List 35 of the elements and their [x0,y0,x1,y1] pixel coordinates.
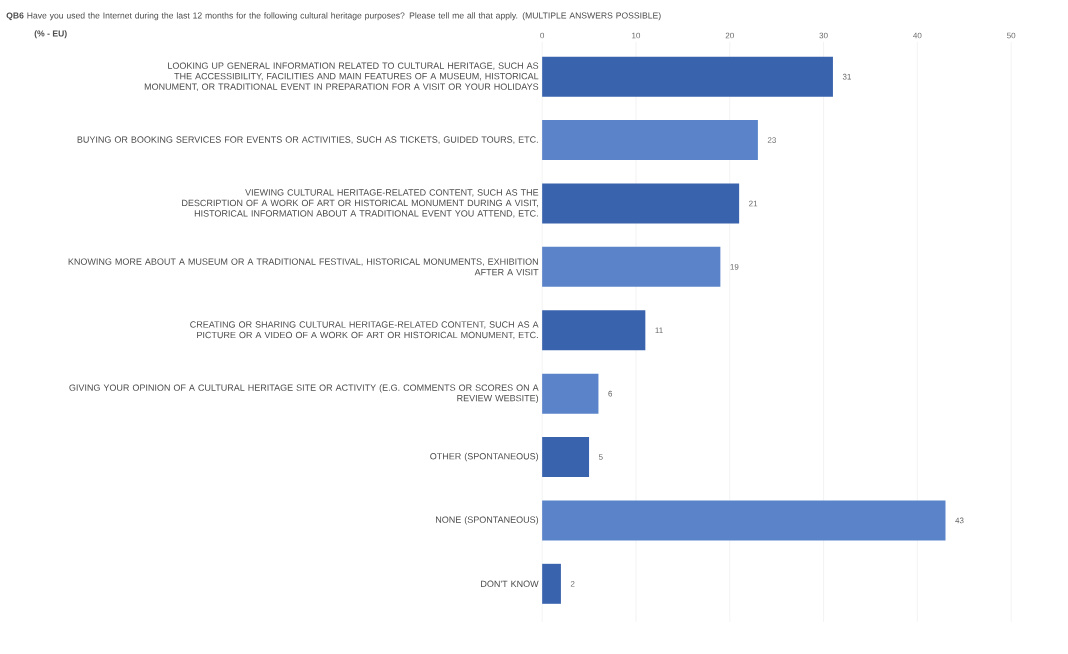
y-tick-label: OTHER (SPONTANEOUS) [430,452,539,462]
bar [542,500,946,541]
data-label: 21 [749,200,758,207]
bar [542,373,599,414]
bar [542,56,833,97]
x-tick-label: 40 [913,32,922,39]
x-tick-label: 30 [819,32,828,39]
data-label: 19 [730,264,739,270]
x-tick-label: 10 [632,32,641,39]
data-label: 11 [655,327,663,334]
bar [542,563,561,604]
text: QB6 Have you used the Internet during the last 12 months for the following cultural heritage purposes? Please tell me all that apply. (MULTIPLE ANSWERS POSSIBLE) [6,12,661,21]
text: (% - EU) [34,30,67,39]
x-tick-label: 20 [725,32,734,39]
y-tick-label: NONE (SPONTANEOUS) [436,516,539,525]
y-tick-label: KNOWING MORE ABOUT A MUSEUM OR A TRADITIONAL FESTIVAL, HISTORICAL MONUMENTS, EXHIBITION AFTER A VISIT [68,258,539,276]
y-tick-label: CREATING OR SHARING CULTURAL HERITAGE-RELATED CONTENT, SUCH AS A PICTURE OR A VIDEO OF A WORK OF ART OR HISTORICAL MONUMENT, ETC. [190,321,539,340]
bar [542,437,590,478]
data-label: 43 [955,517,964,524]
y-tick-label: VIEWING CULTURAL HERITAGE-RELATED CONTENT, SUCH AS THE DESCRIPTION OF A WORK OF ART OR HISTORICAL MONUMENT DURING A VISIT, HISTORICAL INFORMATION ABOUT A TRADITIONAL EVENT YOU ATTEND, ETC. [182,189,539,218]
bar [542,183,740,224]
bar [542,310,646,351]
data-label: 2 [570,581,575,587]
y-tick-label: BUYING OR BOOKING SERVICES FOR EVENTS OR ACTIVITIES, SUCH AS TICKETS, GUIDED TOURS, ETC. [77,136,538,144]
bar [542,120,758,161]
y-tick-label: GIVING YOUR OPINION OF A CULTURAL HERITAGE SITE OR ACTIVITY (E.G. COMMENTS OR SCORES ON A REVIEW WEBSITE) [69,384,539,404]
y-tick-label: DON'T KNOW [481,580,539,587]
x-tick-label: 50 [1007,32,1016,39]
y-tick-label: LOOKING UP GENERAL INFORMATION RELATED TO CULTURAL HERITAGE, SUCH AS THE ACCESSIBILITY, FACILITIES AND MAIN FEATURES OF A MUSEUM, HISTORICAL MONUMENT, OR TRADITIONAL EVENT IN PREPARATION FOR A VISIT OR YOUR HOLIDAYS [144,62,539,91]
x-tick-label: 0 [540,32,545,39]
data-label: 23 [767,137,776,143]
bar [542,246,721,287]
data-label: 31 [842,73,851,80]
data-label: 6 [608,390,613,397]
data-label: 5 [598,454,603,460]
